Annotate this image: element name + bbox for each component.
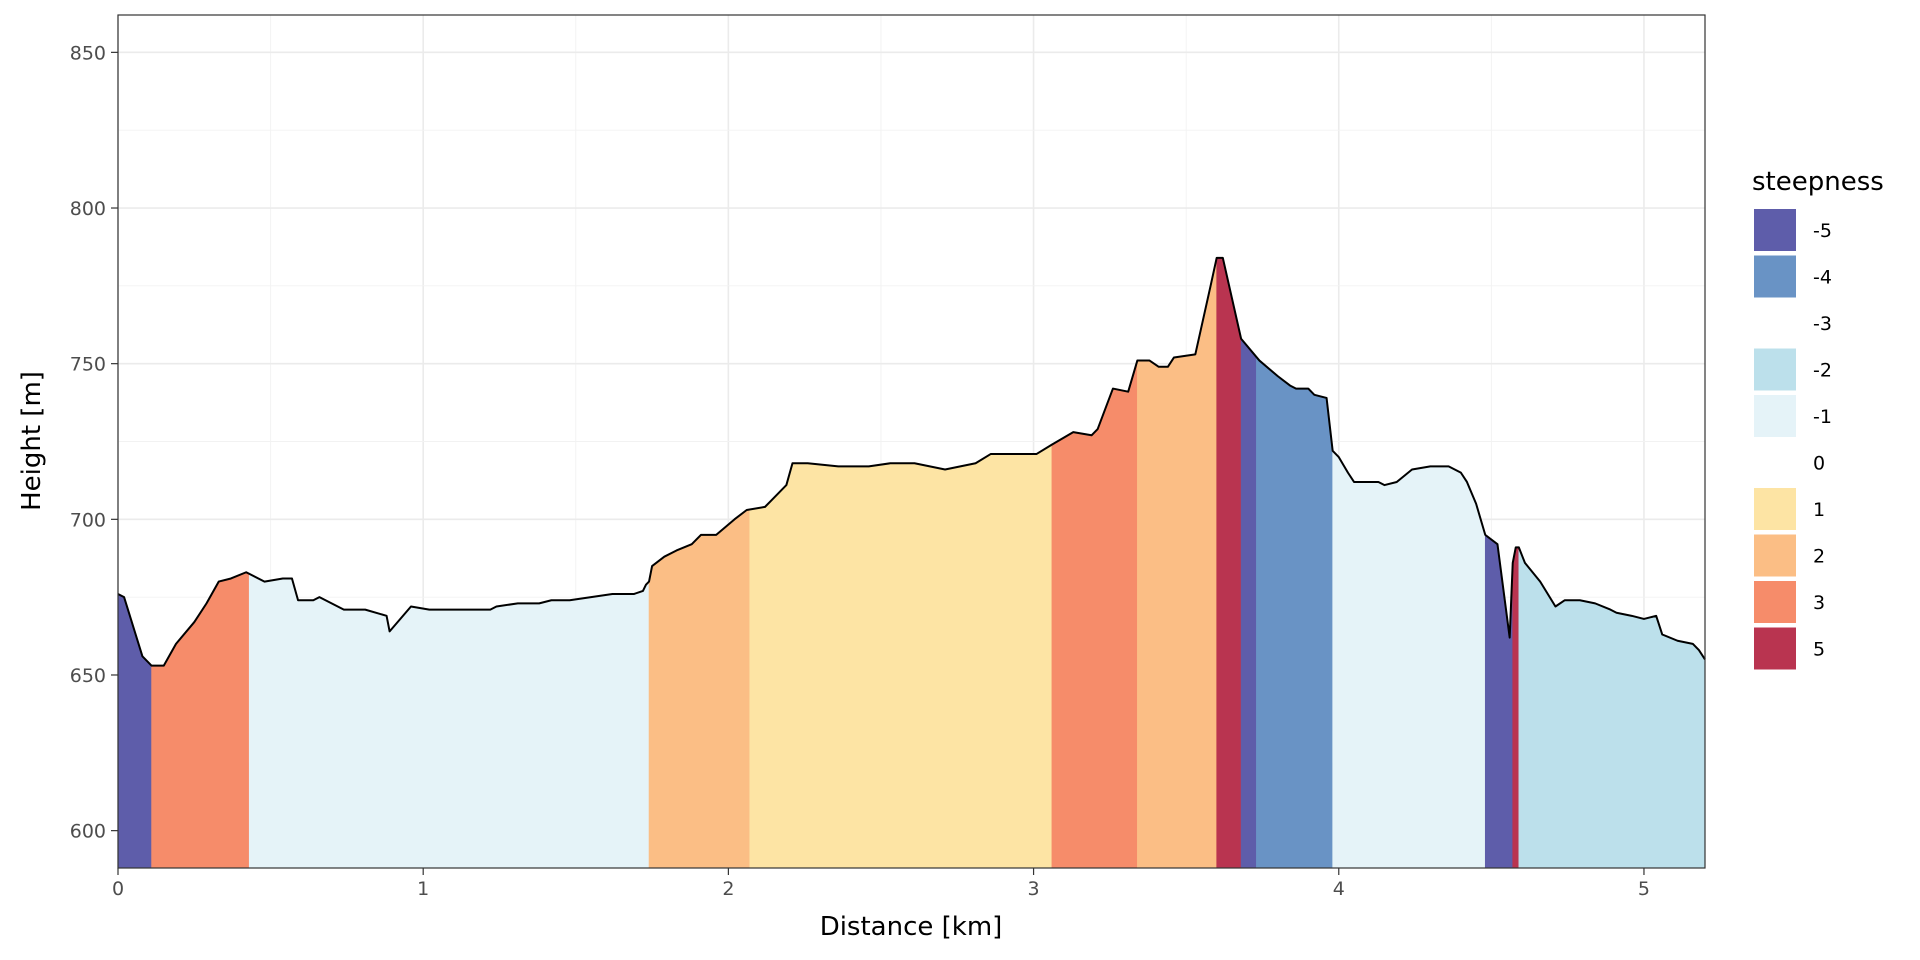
y-tick-label: 700 <box>70 509 106 531</box>
legend-label: -1 <box>1813 406 1832 428</box>
steepness-segment <box>248 573 650 869</box>
legend-label: 2 <box>1813 546 1825 568</box>
legend-key <box>1754 348 1796 391</box>
y-tick-label: 750 <box>70 354 106 376</box>
legend-label: 3 <box>1813 592 1825 614</box>
x-axis-ticks: 0 1 2 3 4 5 <box>112 868 1650 900</box>
legend-key <box>1754 534 1796 577</box>
steepness-segment <box>1240 337 1257 869</box>
legend-key <box>1754 488 1796 530</box>
y-axis-ticks: 600 650 700 750 800 850 <box>70 42 118 843</box>
steepness-segment <box>1512 547 1520 869</box>
legend-key <box>1754 255 1796 298</box>
steepness-segment <box>1332 450 1486 869</box>
legend-label: 0 <box>1813 453 1825 475</box>
x-axis-title: Distance [km] <box>820 912 1003 942</box>
legend-label: -3 <box>1813 313 1832 335</box>
legend-key <box>1754 581 1796 623</box>
legend-key <box>1754 395 1796 437</box>
legend-label: -4 <box>1813 267 1832 289</box>
legend-title: steepness <box>1752 167 1884 197</box>
steepness-segment <box>1216 257 1242 869</box>
steepness-segment <box>648 509 751 869</box>
legend-label: -2 <box>1813 360 1832 382</box>
steepness-segment <box>749 444 1053 869</box>
x-tick-label: 2 <box>722 878 734 900</box>
x-tick-label: 1 <box>417 878 429 900</box>
y-tick-label: 650 <box>70 665 106 687</box>
legend-label: -5 <box>1813 220 1832 242</box>
x-tick-label: 5 <box>1638 878 1650 900</box>
elevation-profile-line <box>117 256 1706 667</box>
x-tick-label: 3 <box>1028 878 1040 900</box>
y-tick-label: 850 <box>70 42 106 64</box>
y-axis-title: Height [m] <box>17 371 47 511</box>
plot-border <box>117 14 1706 869</box>
legend-key <box>1754 627 1796 670</box>
y-tick-label: 800 <box>70 198 106 220</box>
legend-label: 1 <box>1813 499 1825 521</box>
y-tick-label: 600 <box>70 821 106 843</box>
x-tick-label: 4 <box>1333 878 1345 900</box>
legend-key <box>1754 209 1796 251</box>
legend-label: 5 <box>1813 639 1825 661</box>
legend: -5 -4 -3 -2 -1 0 1 2 3 5 <box>1754 209 1832 670</box>
x-tick-label: 0 <box>112 878 124 900</box>
steepness-areas <box>117 257 1706 869</box>
steepness-segment <box>1256 356 1333 869</box>
